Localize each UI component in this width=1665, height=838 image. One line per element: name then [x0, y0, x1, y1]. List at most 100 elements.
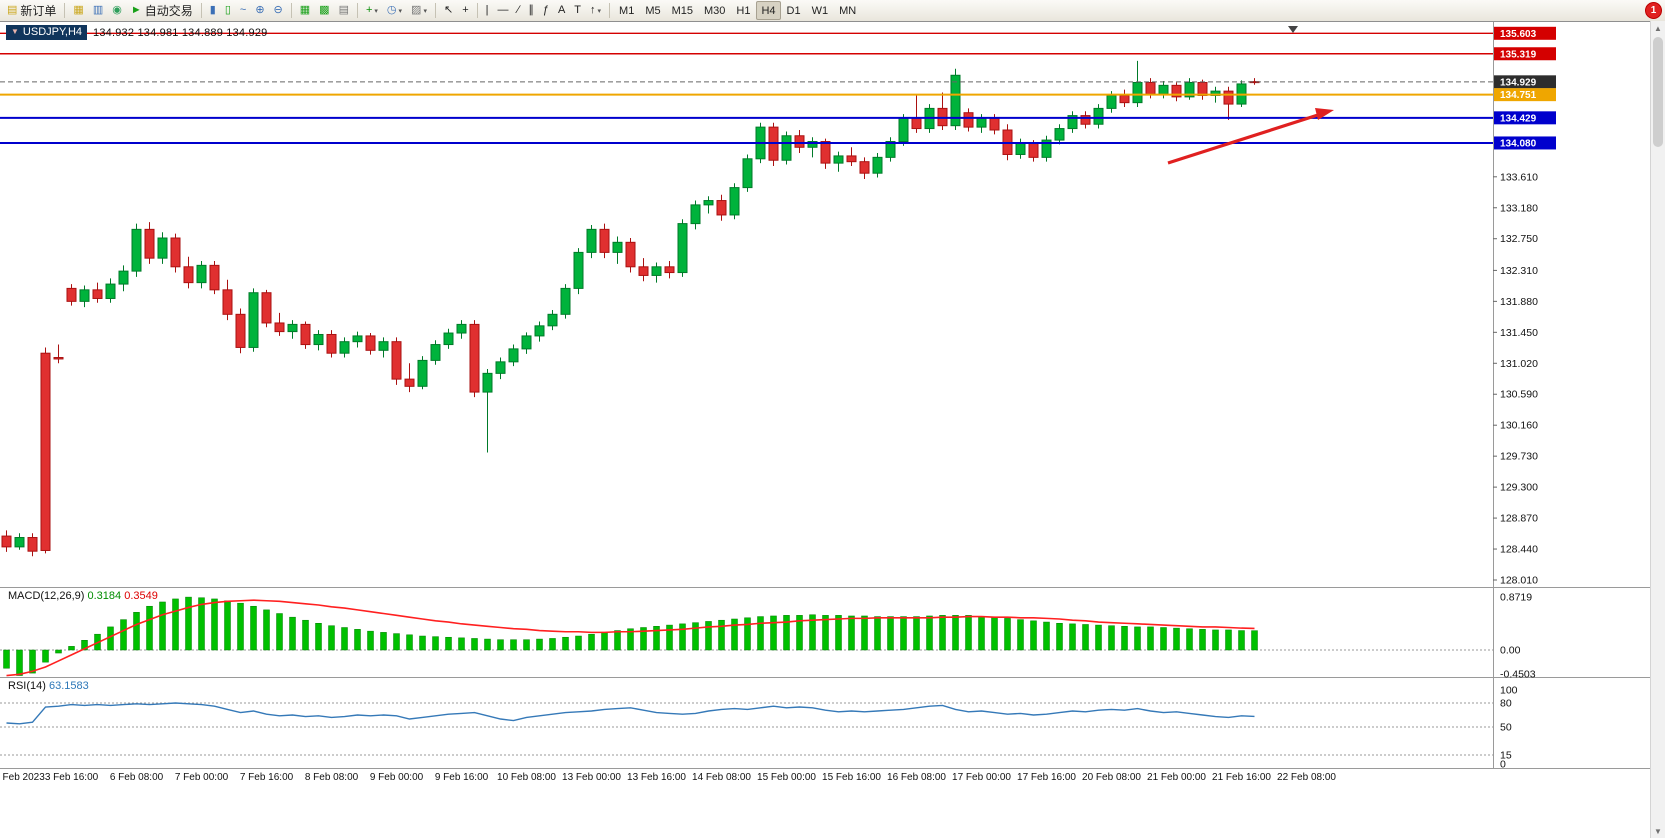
timeframe-m30[interactable]: M30 — [699, 1, 730, 20]
vertical-scrollbar[interactable]: ▲ ▼ — [1650, 21, 1665, 838]
arrows-icon[interactable]: ↑ ▾ — [586, 1, 605, 20]
macd-histogram-bar — [445, 636, 452, 651]
add-indicator-icon: + — [365, 4, 373, 16]
price-tick-label: 128.010 — [1500, 575, 1538, 587]
timeframe-h1[interactable]: H1 — [731, 1, 755, 20]
tile-windows-icon[interactable]: ▦ — [296, 1, 314, 20]
macd-histogram-bar — [432, 636, 439, 651]
candle — [326, 330, 337, 358]
macd-histogram-bar — [770, 615, 777, 651]
macd-histogram-bar — [549, 638, 556, 651]
cursor-icon[interactable]: ↖ — [440, 1, 457, 20]
macd-histogram-bar — [692, 622, 699, 651]
candle — [898, 114, 909, 146]
candle — [651, 262, 662, 283]
label-icon: T — [574, 4, 582, 16]
chart-window-icon[interactable]: ▦ — [69, 1, 87, 20]
add-indicator-icon[interactable]: + ▾ — [362, 1, 382, 20]
macd-histogram-bar — [835, 615, 842, 651]
auto-arrange-icon[interactable]: ▩ — [315, 1, 333, 20]
macd-histogram-bar — [562, 636, 569, 651]
macd-histogram-bar — [198, 597, 205, 651]
symbol-text: USDJPY,H4 — [22, 26, 83, 38]
arrows-icon: ↑ — [590, 4, 596, 16]
candle — [573, 248, 584, 295]
macd-histogram-bar — [1225, 629, 1232, 651]
timeframe-d1[interactable]: D1 — [782, 1, 806, 20]
candle — [79, 285, 90, 308]
vertical-line-icon[interactable]: | — [482, 1, 493, 20]
macd-histogram-bar — [653, 626, 660, 651]
zoom-out-icon[interactable]: ⊖ — [270, 1, 287, 20]
templates-icon[interactable]: ▨ ▾ — [407, 1, 431, 20]
autotrade-button[interactable]: ► 自动交易 — [127, 1, 197, 20]
candle — [1093, 104, 1104, 129]
macd-histogram-bar — [471, 638, 478, 651]
market-watch-icon: ▥ — [92, 4, 104, 16]
candle — [1067, 111, 1078, 133]
templates-icon: ▨ — [411, 4, 422, 16]
price-tag-label: 135.603 — [1500, 29, 1537, 40]
zoom-in-icon[interactable]: ⊕ — [251, 1, 268, 20]
rsi-scale-label: 50 — [1500, 722, 1512, 734]
trendline-icon[interactable]: ∕ — [513, 1, 523, 20]
candle — [547, 310, 558, 331]
timeframe-m1[interactable]: M1 — [614, 1, 639, 20]
new-order-button[interactable]: ▤ 新订单 — [3, 1, 60, 20]
candle — [768, 122, 779, 166]
macd-histogram-bar — [55, 649, 62, 654]
chart-symbol-label: ▼ USDJPY,H4 134.932 134.981 134.889 134.… — [6, 25, 267, 40]
fibonacci-icon[interactable]: ƒ — [539, 1, 553, 20]
price-tag — [1494, 75, 1556, 89]
new-order-icon: ▤ — [7, 4, 18, 16]
notification-badge[interactable]: 1 — [1645, 2, 1662, 19]
horizontal-line-icon[interactable]: — — [493, 1, 512, 20]
grid-icon[interactable]: ▤ — [335, 1, 353, 20]
channel-icon: ∥ — [528, 4, 534, 16]
trend-arrow-head[interactable] — [1315, 108, 1334, 120]
macd-histogram-bar — [1238, 630, 1245, 651]
macd-histogram-bar — [848, 615, 855, 651]
line-chart-icon[interactable]: ~ — [236, 1, 250, 20]
channel-icon[interactable]: ∥ — [524, 1, 538, 20]
macd-histogram-bar — [1069, 623, 1076, 651]
macd-histogram-bar — [328, 625, 335, 651]
macd-histogram-bar — [42, 649, 49, 663]
chart-shift-marker[interactable] — [1288, 26, 1298, 33]
scroll-up-icon[interactable]: ▲ — [1654, 23, 1662, 33]
timeframe-mn[interactable]: MN — [834, 1, 861, 20]
periods-icon[interactable]: ◷ ▾ — [383, 1, 406, 20]
candlestick-chart-icon[interactable]: ▯ — [221, 1, 235, 20]
timeframe-h4[interactable]: H4 — [756, 1, 781, 20]
candle — [612, 236, 623, 264]
timeframe-w1[interactable]: W1 — [807, 1, 834, 20]
price-tag — [1494, 136, 1556, 150]
candle — [521, 332, 532, 354]
time-axis-label: 13 Feb 16:00 — [627, 772, 686, 783]
scroll-down-icon[interactable]: ▼ — [1654, 826, 1662, 836]
fibonacci-icon: ƒ — [542, 4, 549, 16]
navigator-icon[interactable]: ◉ — [108, 1, 126, 20]
candle — [677, 219, 688, 277]
scrollbar-thumb[interactable] — [1653, 37, 1663, 147]
price-tag-label: 134.929 — [1500, 77, 1537, 88]
timeframe-m15[interactable]: M15 — [667, 1, 698, 20]
timeframe-m5[interactable]: M5 — [640, 1, 665, 20]
dropdown-caret-icon: ▾ — [398, 7, 403, 15]
candle — [417, 356, 428, 390]
toolbar-sep — [434, 3, 436, 18]
price-tick-label: 132.310 — [1500, 265, 1538, 277]
market-watch-icon[interactable]: ▥ — [89, 1, 107, 20]
candle — [430, 340, 441, 365]
bar-chart-icon[interactable]: ▮ — [206, 1, 220, 20]
label-icon[interactable]: T — [570, 1, 585, 20]
symbol-chip[interactable]: ▼ USDJPY,H4 — [6, 25, 88, 40]
macd-histogram-bar — [575, 635, 582, 651]
macd-histogram-bar — [1186, 628, 1193, 651]
candle — [1171, 82, 1182, 102]
crosshair-icon[interactable]: + — [458, 1, 472, 20]
text-icon[interactable]: A — [554, 1, 569, 20]
trend-arrow[interactable] — [1167, 112, 1322, 165]
toolbar-sep — [609, 3, 611, 18]
